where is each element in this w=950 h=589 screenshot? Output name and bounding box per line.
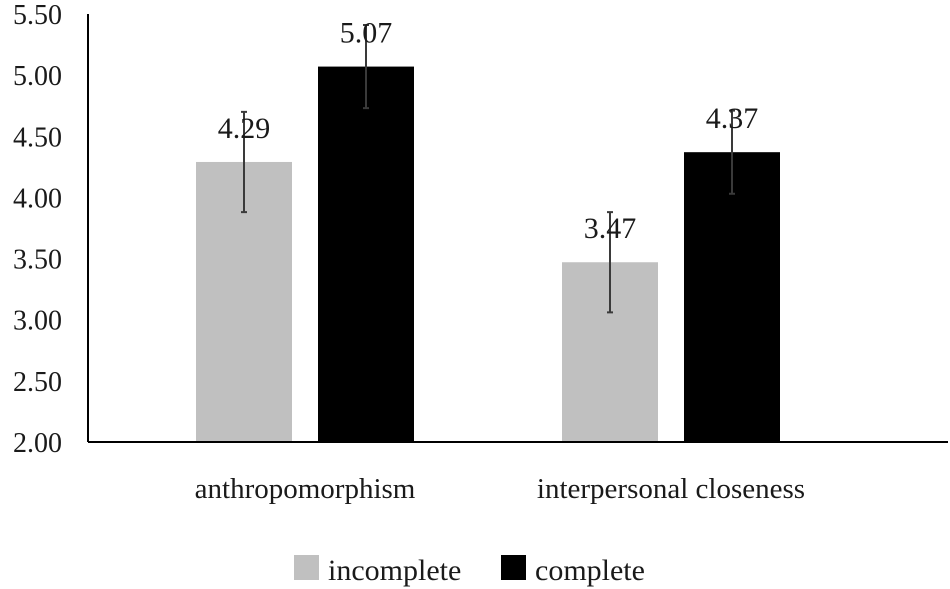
error-bar-complete-0 [363, 24, 369, 110]
error-bar-incomplete-1 [607, 211, 613, 314]
error-bar-incomplete-0 [241, 110, 247, 214]
data-label-complete-1: 4.37 [706, 102, 759, 135]
y-tick-label-3: 3.50 [13, 245, 62, 276]
bar-complete-0 [318, 66, 414, 442]
y-tick-label-0: 2.00 [13, 428, 62, 459]
y-tick-label-1: 2.50 [13, 367, 62, 398]
legend-label-complete: complete [535, 554, 645, 587]
error-bar-complete-1 [729, 109, 735, 195]
x-category-label-0: anthropomorphism [195, 473, 416, 505]
x-category-label-1: interpersonal closeness [537, 473, 805, 505]
y-tick-label-4: 4.00 [13, 183, 62, 214]
error-bars [241, 24, 735, 314]
legend-swatch-complete [501, 555, 526, 580]
y-tick-label-6: 5.00 [13, 61, 62, 92]
legend-label-incomplete: incomplete [328, 554, 461, 587]
legend: incomplete complete [294, 554, 645, 587]
bars [196, 66, 780, 443]
y-tick-label-2: 3.00 [13, 306, 62, 337]
data-labels: 4.29 5.07 3.47 4.37 [218, 17, 759, 246]
y-axis-ticks: 2.00 2.50 3.00 3.50 4.00 4.50 5.00 5.50 [13, 0, 62, 459]
data-label-incomplete-1: 3.47 [584, 212, 637, 245]
data-label-incomplete-0: 4.29 [218, 112, 271, 145]
x-axis-categories: anthropomorphism interpersonal closeness [195, 473, 805, 505]
data-label-complete-0: 5.07 [340, 17, 393, 50]
bar-complete-1 [684, 152, 780, 442]
y-tick-label-7: 5.50 [13, 0, 62, 31]
y-tick-label-5: 4.50 [13, 122, 62, 153]
legend-swatch-incomplete [294, 555, 319, 580]
